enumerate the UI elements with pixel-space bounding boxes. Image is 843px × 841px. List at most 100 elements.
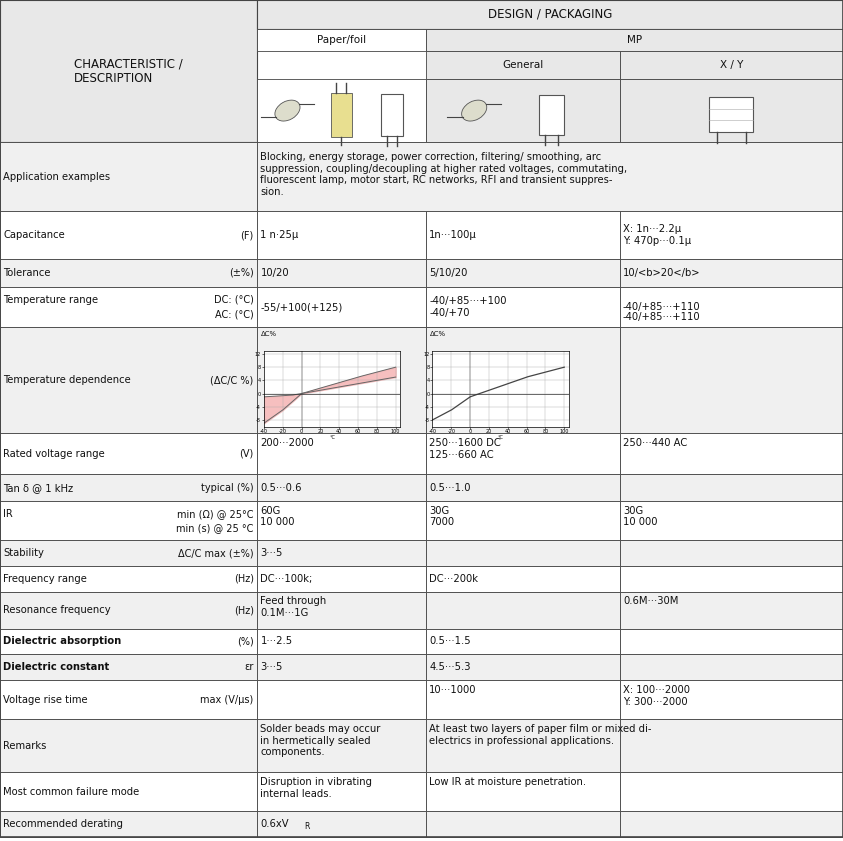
- Bar: [426, 592, 620, 628]
- Bar: [620, 811, 843, 837]
- Text: ΔC/C max (±%): ΔC/C max (±%): [178, 548, 254, 558]
- Text: (V): (V): [239, 448, 254, 458]
- Bar: [426, 29, 843, 51]
- Bar: [620, 654, 843, 680]
- Bar: [257, 259, 426, 287]
- Text: 60G
10 000: 60G 10 000: [260, 505, 295, 527]
- Bar: [257, 433, 426, 473]
- Text: Low IR at moisture penetration.: Low IR at moisture penetration.: [429, 777, 586, 787]
- Bar: [426, 566, 620, 592]
- Bar: [257, 628, 426, 654]
- Text: 0.5···0.6: 0.5···0.6: [260, 483, 302, 493]
- Bar: [620, 680, 843, 719]
- Bar: [426, 51, 620, 79]
- Bar: [620, 327, 843, 433]
- Bar: [620, 540, 843, 566]
- Text: General: General: [502, 61, 543, 70]
- Text: At least two layers of paper film or mixed di-
electrics in professional applica: At least two layers of paper film or mix…: [429, 724, 652, 745]
- Text: -55/+100(+125): -55/+100(+125): [260, 302, 343, 312]
- Text: 250···440 AC: 250···440 AC: [623, 438, 687, 448]
- X-axis label: °C: °C: [329, 435, 335, 440]
- Bar: [257, 287, 426, 327]
- Bar: [257, 540, 426, 566]
- Text: (Hz): (Hz): [234, 606, 254, 615]
- Text: Voltage rise time: Voltage rise time: [3, 695, 88, 705]
- Text: 250···1600 DC
125···660 AC: 250···1600 DC 125···660 AC: [429, 438, 501, 460]
- Text: AC: (°C): AC: (°C): [215, 309, 254, 320]
- Bar: [331, 93, 352, 137]
- Bar: [426, 811, 620, 837]
- Bar: [257, 501, 426, 540]
- Text: 0.5···1.5: 0.5···1.5: [429, 637, 470, 647]
- Bar: [0, 259, 257, 287]
- Text: 0.6xV: 0.6xV: [260, 819, 289, 829]
- Text: 10/20: 10/20: [260, 268, 289, 278]
- Bar: [0, 628, 257, 654]
- Bar: [620, 259, 843, 287]
- Text: Recommended derating: Recommended derating: [3, 819, 123, 829]
- Text: DC: (°C): DC: (°C): [214, 294, 254, 304]
- Text: Most common failure mode: Most common failure mode: [3, 786, 140, 796]
- Bar: [257, 79, 426, 142]
- Bar: [426, 501, 620, 540]
- Text: CHARACTERISTIC /
DESCRIPTION: CHARACTERISTIC / DESCRIPTION: [74, 57, 183, 85]
- Text: 0.5···1.0: 0.5···1.0: [429, 483, 470, 493]
- Text: 1n···100μ: 1n···100μ: [429, 230, 477, 241]
- Text: ΔC%: ΔC%: [261, 331, 277, 336]
- Bar: [620, 51, 843, 79]
- Text: X: 100···2000
Y: 300···2000: X: 100···2000 Y: 300···2000: [623, 685, 690, 706]
- Text: R: R: [304, 822, 309, 831]
- Bar: [0, 592, 257, 628]
- Bar: [620, 211, 843, 259]
- Bar: [257, 566, 426, 592]
- Text: DC···100k;: DC···100k;: [260, 574, 313, 584]
- Bar: [620, 473, 843, 501]
- Text: Disruption in vibrating
internal leads.: Disruption in vibrating internal leads.: [260, 777, 373, 799]
- Text: (Hz): (Hz): [234, 574, 254, 584]
- Bar: [0, 680, 257, 719]
- Bar: [620, 287, 843, 327]
- Bar: [257, 654, 426, 680]
- Text: Temperature dependence: Temperature dependence: [3, 375, 132, 385]
- Text: 30G
7000: 30G 7000: [429, 505, 454, 527]
- Bar: [257, 142, 843, 211]
- Bar: [426, 628, 620, 654]
- Text: min (Ω) @ 25°C: min (Ω) @ 25°C: [177, 509, 254, 519]
- Text: (ΔC/C %): (ΔC/C %): [211, 375, 254, 385]
- Text: -40/+85···+110: -40/+85···+110: [623, 312, 701, 322]
- Text: 10/<b>20</b>: 10/<b>20</b>: [623, 268, 701, 278]
- Bar: [0, 501, 257, 540]
- Bar: [620, 719, 843, 772]
- Text: Dielectric constant: Dielectric constant: [3, 662, 110, 672]
- Text: Capacitance: Capacitance: [3, 230, 65, 241]
- Bar: [426, 211, 620, 259]
- Text: -40/+85···+110: -40/+85···+110: [623, 302, 701, 312]
- Text: 30G
10 000: 30G 10 000: [623, 505, 658, 527]
- Bar: [0, 811, 257, 837]
- Bar: [0, 719, 257, 772]
- Text: Tan δ @ 1 kHz: Tan δ @ 1 kHz: [3, 483, 73, 493]
- Text: 3···5: 3···5: [260, 662, 283, 672]
- Text: Stability: Stability: [3, 548, 44, 558]
- Text: ΔC%: ΔC%: [430, 331, 446, 336]
- Bar: [426, 259, 620, 287]
- Text: Solder beads may occur
in hermetically sealed
components.: Solder beads may occur in hermetically s…: [260, 724, 381, 757]
- Bar: [540, 95, 565, 135]
- Text: -40/+85···+100
-40/+70: -40/+85···+100 -40/+70: [429, 296, 507, 318]
- Bar: [426, 327, 620, 433]
- Text: Tolerance: Tolerance: [3, 268, 51, 278]
- Text: 4.5···5.3: 4.5···5.3: [429, 662, 470, 672]
- Bar: [0, 287, 257, 327]
- Bar: [426, 719, 620, 772]
- Bar: [0, 566, 257, 592]
- Text: (F): (F): [240, 230, 254, 241]
- Text: 5/10/20: 5/10/20: [429, 268, 468, 278]
- Bar: [257, 680, 426, 719]
- Bar: [257, 0, 843, 29]
- Bar: [620, 79, 843, 142]
- Bar: [426, 772, 620, 811]
- Bar: [0, 211, 257, 259]
- Text: X: 1n···2.2μ
Y: 470p···0.1μ: X: 1n···2.2μ Y: 470p···0.1μ: [623, 225, 691, 246]
- Text: MP: MP: [627, 35, 642, 45]
- Bar: [0, 540, 257, 566]
